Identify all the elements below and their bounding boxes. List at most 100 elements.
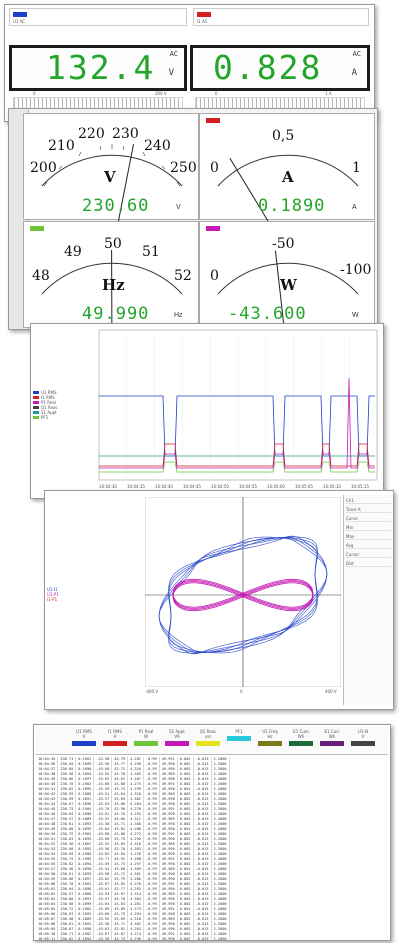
time-tick-label: 10:05:05 [295, 484, 313, 489]
table-row[interactable]: 10:04:51 230.63 0.1895 -43.60 43.75 4.295 -0.9… [36, 837, 230, 842]
table-row[interactable]: 10:05:02 230.57 0.1888 -43.53 43.67 4.314 -0.9… [36, 892, 230, 897]
time-tick-label: 10:05:15 [351, 484, 369, 489]
table-cell: 2.2000 [211, 787, 230, 792]
table-row[interactable]: 10:05:01 230.64 0.1896 -43.61 43.77 4.292 -0.9… [36, 887, 230, 892]
table-column-header[interactable]: U1 RMS V [70, 729, 98, 746]
table-cell: 0.1900 [75, 852, 95, 857]
analog-meter-window: 200 210 220 230 240 250 V 230.60 V 0 0,5… [8, 108, 378, 330]
trend-legend-item[interactable]: U1 RMS [33, 390, 83, 395]
table-cell: 2.2000 [211, 927, 230, 932]
table-cell: -0.99 [143, 932, 160, 937]
table-row[interactable]: 10:04:38 230.58 0.1894 -43.55 43.70 4.305 -0.9… [36, 772, 230, 777]
table-cell: -43.53 [93, 817, 113, 822]
table-row[interactable]: 10:04:47 230.57 0.1889 -43.53 43.66 4.312 -0.9… [36, 817, 230, 822]
table-row[interactable]: 10:05:04 230.68 0.1899 -43.64 43.83 4.281 -0.9… [36, 902, 230, 907]
trend-legend-item[interactable]: P1 Real [33, 400, 83, 405]
trend-legend-item[interactable]: PF1 [33, 415, 83, 420]
table-row[interactable]: 10:04:35 230.71 0.1901 -43.58 43.79 4.281 -0.9… [36, 757, 230, 762]
table-cell: -0.99 [143, 797, 160, 802]
table-cell: 4.302 [127, 922, 144, 927]
table-row[interactable]: 10:05:03 230.60 0.1891 -43.57 43.70 4.304 -0.9… [36, 897, 230, 902]
table-column-header[interactable]: U1 Freq Hz [256, 729, 284, 746]
table-cell: 49.991 [159, 857, 178, 862]
table-cell: 0.1894 [75, 862, 95, 867]
table-row[interactable]: 10:04:49 230.68 0.1899 -43.64 43.82 4.280 -0.9… [36, 827, 230, 832]
table-row[interactable]: 10:04:50 230.72 0.1903 -43.68 43.88 4.272 -0.9… [36, 832, 230, 837]
table-row[interactable]: 10:04:57 230.58 0.1890 -43.54 43.68 4.309 -0.9… [36, 867, 230, 872]
table-cell: 49.990 [159, 837, 178, 842]
table-cell: 230.67 [57, 927, 77, 932]
table-column-header[interactable]: Q1 Reac var [194, 729, 222, 746]
table-cell: 49.989 [159, 892, 178, 897]
table-column-header[interactable]: E1 Curr Wh [318, 729, 346, 746]
table-row[interactable]: 10:04:39 230.66 0.1897 -43.62 43.81 4.287 -0.9… [36, 777, 230, 782]
table-row[interactable]: 10:04:40 230.70 0.1902 -43.66 43.86 4.275 -0.9… [36, 782, 230, 787]
table-row[interactable]: 10:05:08 230.61 0.1892 -43.58 43.71 4.302 -0.9… [36, 922, 230, 927]
table-column-header[interactable]: I1 RMS A [101, 729, 129, 746]
channel-label: U1 AC [13, 19, 26, 24]
table-cell: 43.69 [111, 797, 129, 802]
xy-legend-item[interactable]: U1-I1 [47, 587, 58, 592]
table-cell: -43.67 [93, 932, 113, 937]
table-column-header[interactable]: PF1 [225, 729, 253, 741]
table-cell: 10:05:03 [36, 897, 59, 902]
table-cell: 230.63 [57, 837, 77, 842]
table-row[interactable]: 10:04:46 230.64 0.1896 -43.61 43.76 4.293 -0.9… [36, 812, 230, 817]
frequency-unit: Hz [174, 312, 183, 319]
xy-legend-item[interactable]: U1-P1 [47, 592, 59, 597]
table-cell: 230.63 [57, 912, 77, 917]
channel-color-swatch [206, 118, 220, 123]
table-row[interactable]: 10:05:11 230.62 0.1894 -43.59 43.74 4.296 -0.9… [36, 937, 230, 940]
table-cell: 4.304 [127, 897, 144, 902]
table-cell: 0.002 [177, 927, 194, 932]
table-row[interactable]: 10:04:52 230.56 0.1887 -43.52 43.65 4.316 -0.9… [36, 842, 230, 847]
table-row[interactable]: 10:04:37 230.60 0.1890 -43.60 43.72 4.310 -0.9… [36, 767, 230, 772]
table-row[interactable]: 10:05:05 230.72 0.1902 -43.69 43.89 4.273 -0.9… [36, 907, 230, 912]
table-column-header[interactable]: S1 Appt VA [163, 729, 191, 746]
table-cell: 0.002 [177, 787, 194, 792]
table-cell: -43.58 [93, 822, 113, 827]
trend-legend-item[interactable]: Q1 Reac [33, 405, 83, 410]
trend-legend-item[interactable]: S1 Appt [33, 410, 83, 415]
x-tick-label: 0 [240, 689, 243, 694]
table-column-header[interactable]: E1 Cum Wh [287, 729, 315, 746]
table-cell: 230.61 [57, 822, 77, 827]
table-row[interactable]: 10:05:00 230.70 0.1901 -43.67 43.85 4.276 -0.9… [36, 882, 230, 887]
table-cell: 4.272 [127, 832, 144, 837]
table-cell: -0.015 [193, 822, 212, 827]
side-panel-field: Cursor [346, 552, 391, 558]
table-row[interactable]: 10:04:54 230.69 0.1900 -43.65 43.84 4.278 -0.9… [36, 852, 230, 857]
power-tick-label: -50 [272, 236, 295, 252]
table-row[interactable]: 10:05:10 230.71 0.1902 -43.67 43.87 4.274 -0.9… [36, 932, 230, 937]
table-row[interactable]: 10:04:42 230.55 0.1888 -43.51 43.64 4.318 -0.9… [36, 792, 230, 797]
table-row[interactable]: 10:04:56 230.62 0.1894 -43.59 43.73 4.297 -0.9… [36, 862, 230, 867]
table-row[interactable]: 10:04:44 230.67 0.1898 -43.63 43.80 4.284 -0.9… [36, 802, 230, 807]
table-cell: 10:04:54 [36, 852, 59, 857]
table-row[interactable]: 10:04:41 230.62 0.1895 -43.59 43.74 4.299 -0.9… [36, 787, 230, 792]
trend-legend-item[interactable]: I1 RMS [33, 395, 83, 400]
table-row[interactable]: 10:04:53 230.60 0.1892 -43.56 43.70 4.303 -0.9… [36, 847, 230, 852]
table-row[interactable]: 10:04:55 230.74 0.1905 -43.71 43.92 4.268 -0.9… [36, 857, 230, 862]
table-cell: -0.99 [143, 782, 160, 787]
table-cell: 0.002 [177, 897, 194, 902]
table-row[interactable]: 10:05:07 230.58 0.1889 -43.55 43.69 4.310 -0.9… [36, 917, 230, 922]
table-cell: -0.99 [143, 757, 160, 762]
voltage-unit: V [176, 204, 181, 211]
xy-plot-area [145, 497, 341, 687]
table-row[interactable]: 10:04:45 230.73 0.1904 -43.70 43.90 4.270 -0.9… [36, 807, 230, 812]
table-cell: 0.002 [177, 872, 194, 877]
table-cell: 2.2000 [211, 802, 230, 807]
table-column-header[interactable]: U1-N V [349, 729, 377, 746]
xy-x-axis: -400 V 0 400 V [145, 689, 345, 699]
xy-legend-item[interactable]: I1-P1 [47, 597, 58, 602]
table-row[interactable]: 10:04:59 230.66 0.1897 -43.62 43.79 4.286 -0.9… [36, 877, 230, 882]
table-cell: -0.99 [143, 832, 160, 837]
table-row[interactable]: 10:04:58 230.61 0.1893 -43.58 43.72 4.301 -0.9… [36, 872, 230, 877]
table-row[interactable]: 10:04:43 230.59 0.1891 -43.57 43.69 4.302 -0.9… [36, 797, 230, 802]
table-row[interactable]: 10:04:48 230.61 0.1893 -43.58 43.71 4.300 -0.9… [36, 822, 230, 827]
table-row[interactable]: 10:05:06 230.63 0.1895 -43.60 43.75 4.294 -0.9… [36, 912, 230, 917]
table-row[interactable]: 10:05:09 230.67 0.1898 -43.63 43.81 4.283 -0.9… [36, 927, 230, 932]
table-column-header[interactable]: P1 Real W [132, 729, 160, 746]
table-cell: 10:04:39 [36, 777, 59, 782]
table-row[interactable]: 10:04:36 230.65 0.1899 -43.56 43.77 4.296 -0.9… [36, 762, 230, 767]
